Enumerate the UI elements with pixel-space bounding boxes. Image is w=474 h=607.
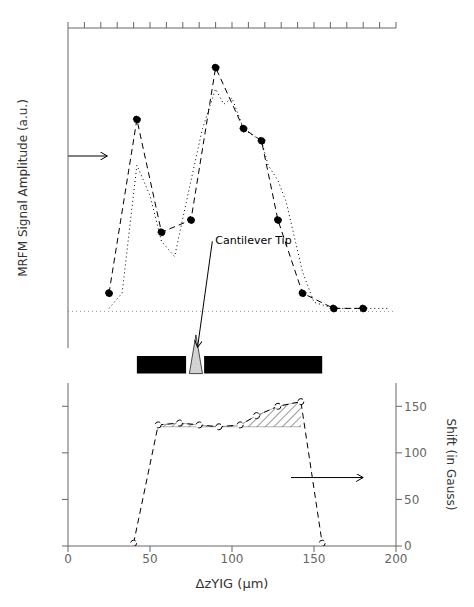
svg-text:0: 0 bbox=[404, 539, 412, 553]
svg-text:100: 100 bbox=[221, 552, 244, 566]
svg-text:Cantilever Tip: Cantilever Tip bbox=[215, 234, 291, 247]
svg-text:100: 100 bbox=[404, 446, 427, 460]
svg-text:ΔzYIG (μm): ΔzYIG (μm) bbox=[196, 576, 269, 591]
svg-text:150: 150 bbox=[303, 552, 326, 566]
svg-text:MRFM Signal Amplitude (a.u.): MRFM Signal Amplitude (a.u.) bbox=[16, 99, 30, 277]
svg-text:50: 50 bbox=[404, 493, 419, 507]
svg-text:150: 150 bbox=[404, 400, 427, 414]
svg-text:50: 50 bbox=[142, 552, 157, 566]
svg-text:0: 0 bbox=[64, 552, 72, 566]
svg-text:200: 200 bbox=[385, 552, 408, 566]
svg-text:Shift (in Gauss): Shift (in Gauss) bbox=[444, 419, 458, 511]
